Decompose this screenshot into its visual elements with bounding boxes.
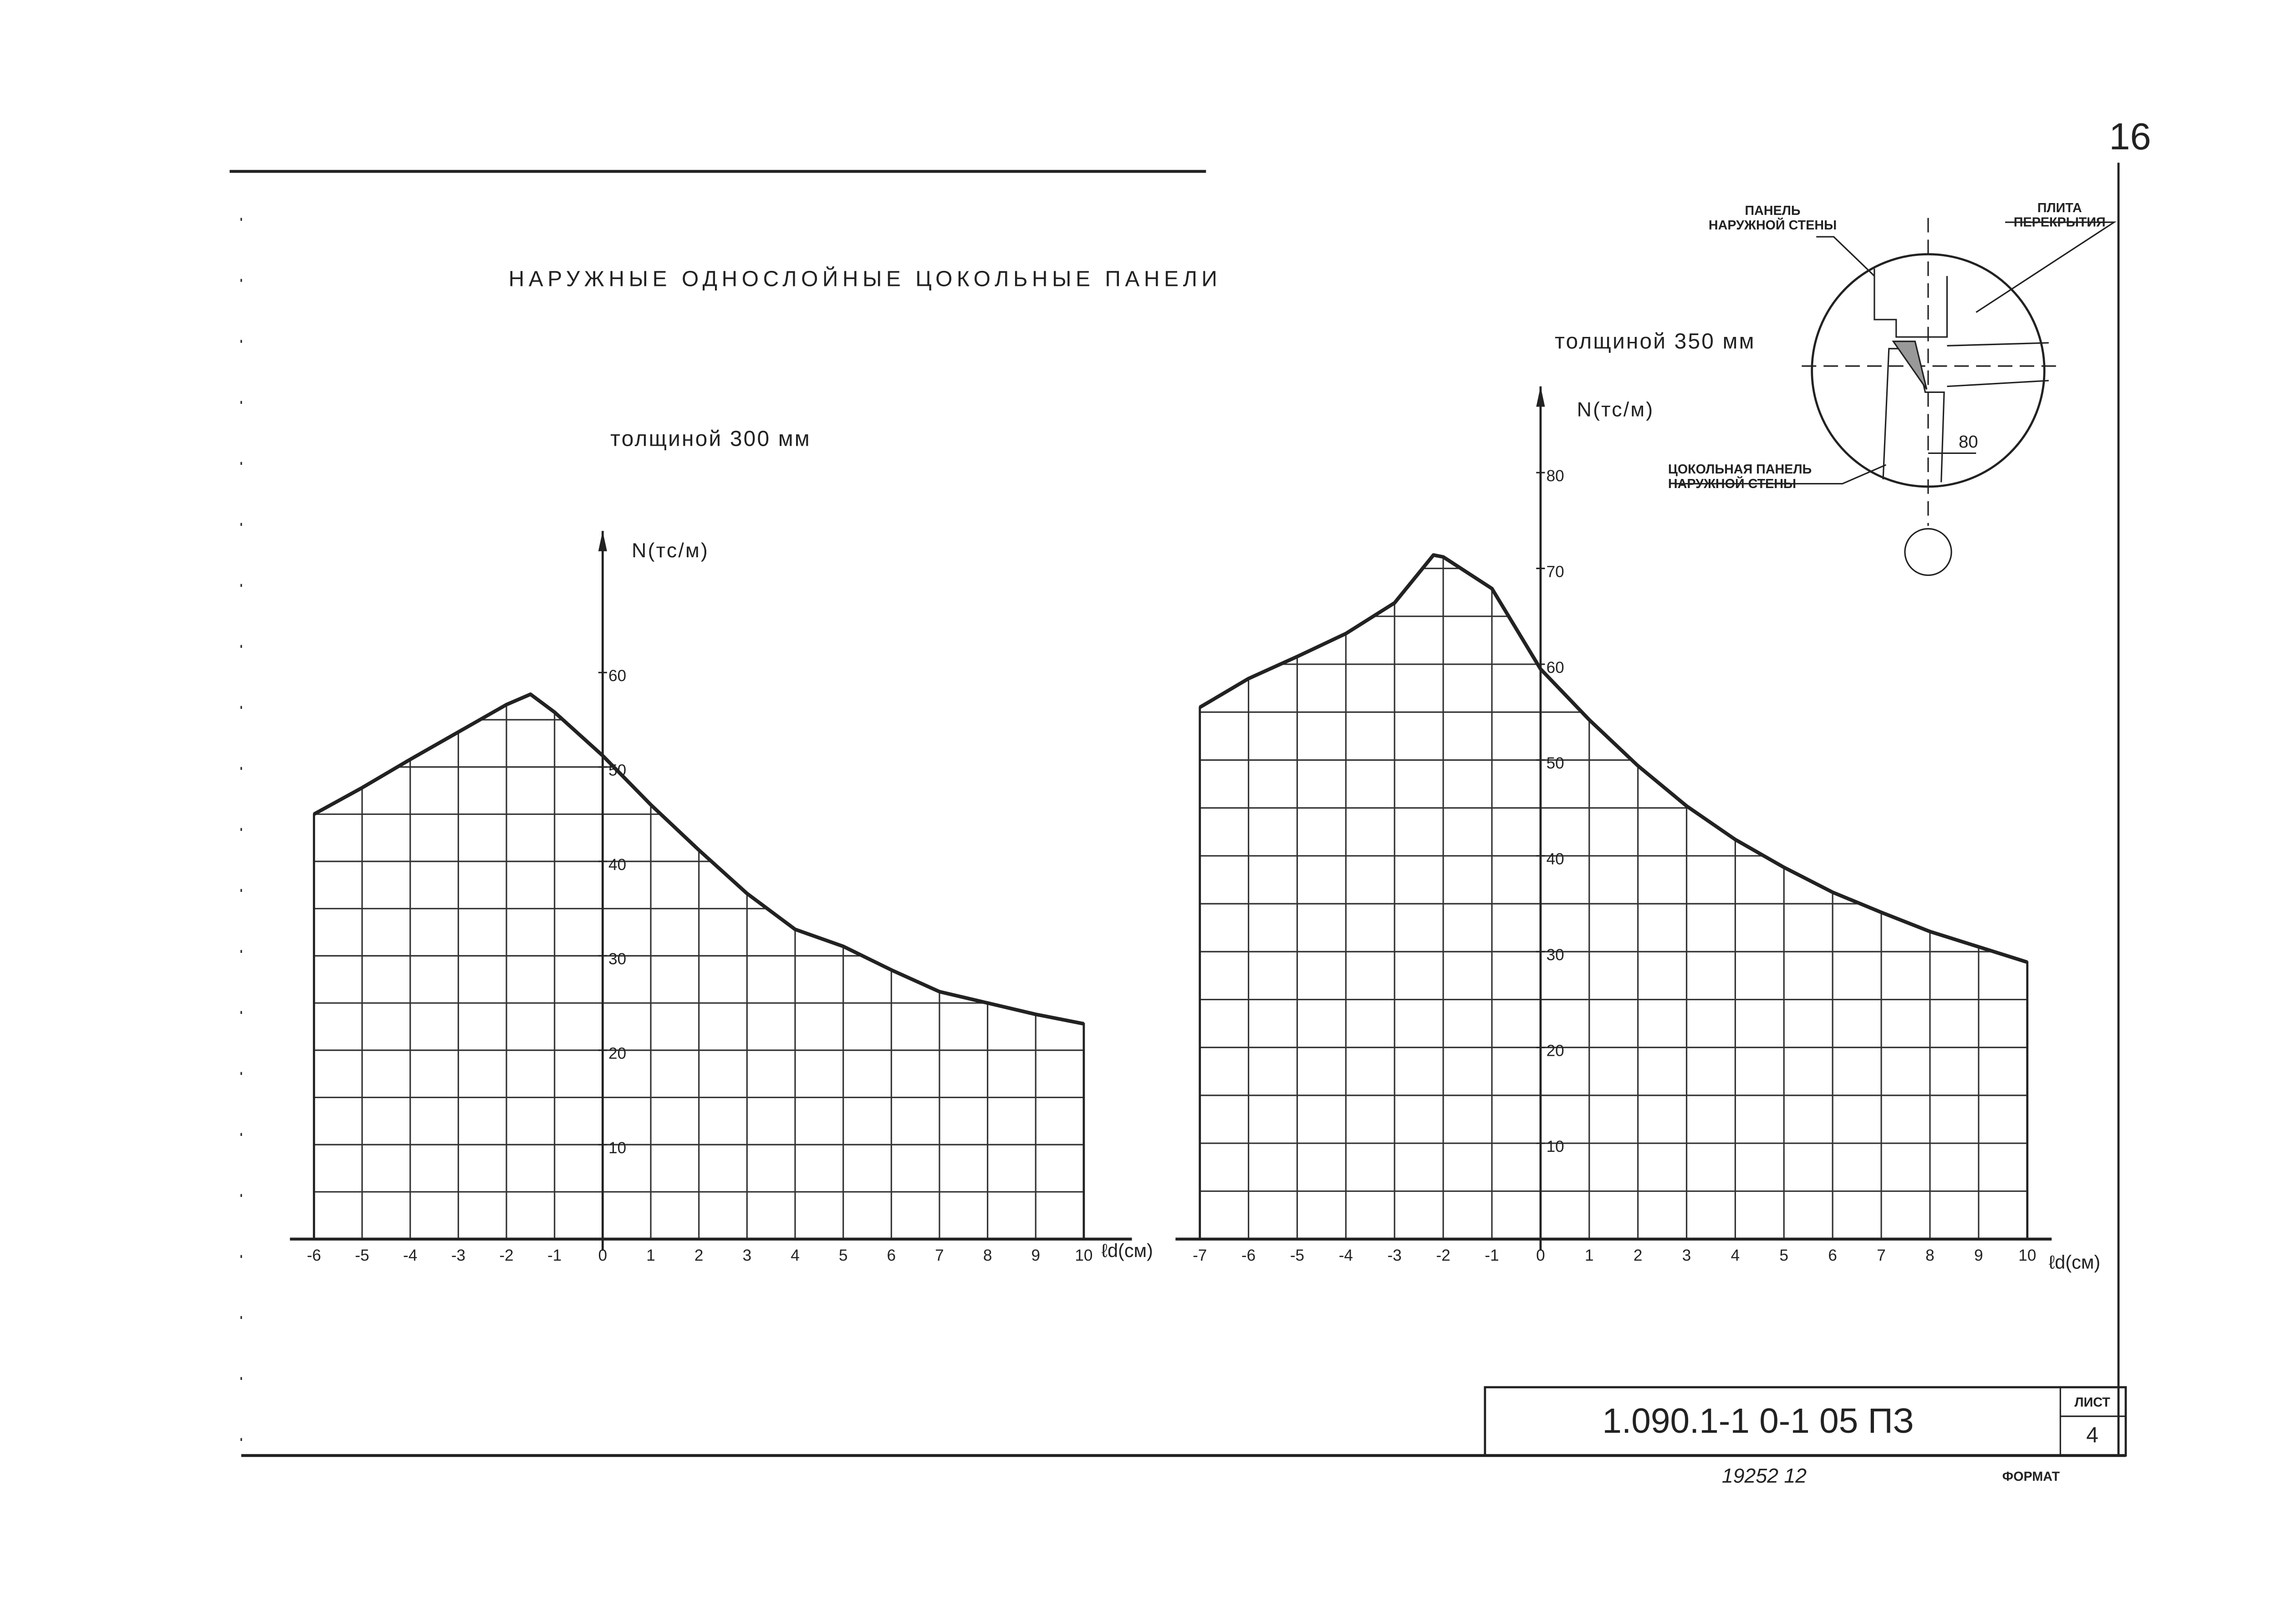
detail-label: ПЛИТА ПЕРЕКРЫТИЯ [2013, 200, 2106, 230]
detail-label: ПАНЕЛЬ НАРУЖНОЙ СТЕНЫ [1708, 203, 1837, 233]
x-tick-label: 6 [1828, 1247, 1837, 1264]
wall-panel-shape [1874, 269, 1948, 338]
y-tick-label: 50 [1547, 754, 1564, 772]
x-tick-label: -5 [355, 1247, 369, 1264]
x-tick-label: -5 [1290, 1247, 1304, 1264]
leaders [1675, 221, 2117, 485]
x-axis-label: ℓd(см) [1102, 1240, 1153, 1261]
y-axis-label: N(тс/м) [1577, 399, 1654, 421]
x-tick-label: 8 [983, 1247, 992, 1264]
x-tick-label: 7 [1877, 1247, 1886, 1264]
y-tick-label: 40 [1547, 850, 1564, 868]
x-tick-label: 4 [791, 1247, 800, 1264]
grid [314, 694, 1084, 1239]
x-tick-label: -4 [403, 1247, 417, 1264]
x-axis-label: ℓd(см) [2049, 1252, 2100, 1273]
stamp-sheet: 4 [2086, 1423, 2098, 1447]
label-box: ПЛИТА ПЕРЕКРЫТИЯ [2013, 200, 2106, 230]
y-axis-arrow [598, 531, 607, 551]
x-tick-label: 1 [646, 1247, 655, 1264]
x-tick-label: 4 [1731, 1247, 1740, 1264]
x-tick-label: 10 [1075, 1247, 1093, 1264]
chart-subtitle: толщиной 300 мм [610, 427, 811, 451]
x-tick-label: 5 [839, 1247, 848, 1264]
x-tick-label: 1 [1585, 1247, 1594, 1264]
y-tick-label: 10 [608, 1139, 626, 1157]
x-tick-label: 0 [598, 1247, 608, 1264]
stamp-sheet-label: ЛИСТ [2074, 1395, 2110, 1410]
x-tick-label: -1 [547, 1247, 562, 1264]
grid [1200, 555, 2027, 1239]
curve [313, 692, 1084, 1026]
y-tick-label: 10 [1547, 1138, 1564, 1156]
x-tick-label: 9 [1031, 1247, 1040, 1264]
x-tick-label: -6 [307, 1247, 321, 1264]
x-tick-label: 6 [887, 1247, 896, 1264]
stamp-code: 1.090.1-1 0-1 05 ПЗ [1602, 1402, 1914, 1441]
detail-label: ЦОКОЛЬНАЯ ПАНЕЛЬ НАРУЖНОЙ СТЕНЫ [1668, 462, 1812, 491]
x-tick-label: 3 [743, 1247, 752, 1264]
x-tick-label: 9 [1974, 1247, 1983, 1264]
area-outline [1199, 554, 2029, 1240]
x-tick-label: 10 [2018, 1247, 2036, 1264]
page-title: НАРУЖНЫЕ ОДНОСЛОЙНЫЕ ЦОКОЛЬНЫЕ ПАНЕЛИ [509, 266, 1222, 291]
x-tick-label: -6 [1241, 1247, 1256, 1264]
x-tick-label: 3 [1682, 1247, 1691, 1264]
y-axis-arrow [1536, 386, 1545, 407]
label-box: ПАНЕЛЬ НАРУЖНОЙ СТЕНЫ [1708, 203, 1837, 233]
y-tick-label: 40 [608, 856, 626, 874]
y-tick-label: 80 [1547, 467, 1564, 485]
x-tick-label: 5 [1780, 1247, 1789, 1264]
inventory: 19252 12 [1722, 1465, 1807, 1487]
y-tick-label: 30 [608, 950, 626, 968]
x-tick-label: 7 [935, 1247, 944, 1264]
x-tick-label: -4 [1339, 1247, 1353, 1264]
x-tick-label: 2 [694, 1247, 704, 1264]
stamp-box [1484, 1386, 2127, 1457]
y-tick-label: 60 [1547, 659, 1564, 677]
dimension: 80 [1959, 432, 1978, 452]
x-tick-label: -2 [1436, 1247, 1450, 1264]
label-box: ЦОКОЛЬНАЯ ПАНЕЛЬ НАРУЖНОЙ СТЕНЫ [1668, 462, 1812, 491]
frame [230, 163, 2127, 1457]
y-tick-label: 60 [608, 667, 626, 685]
format: ФОРМАТ [2002, 1469, 2060, 1484]
chart-subtitle: толщиной 350 мм [1555, 330, 1756, 354]
y-tick-label: 70 [1547, 563, 1564, 580]
x-tick-label: 2 [1634, 1247, 1643, 1264]
y-tick-label: 20 [608, 1045, 626, 1063]
x-tick-label: 8 [1925, 1247, 1935, 1264]
curve [1199, 553, 2028, 964]
x-tick-label: 0 [1536, 1247, 1545, 1264]
x-tick-label: -1 [1485, 1247, 1499, 1264]
y-axis-label: N(тс/м) [632, 540, 709, 562]
x-tick-label: -2 [499, 1247, 513, 1264]
slab-shape [1947, 342, 2049, 387]
y-tick-label: 20 [1547, 1042, 1564, 1059]
page-number: 16 [2109, 115, 2151, 158]
x-tick-label: -3 [1388, 1247, 1402, 1264]
detail-marker [1904, 528, 1952, 576]
y-tick-label: 30 [1547, 946, 1564, 964]
joint-fill [1892, 341, 1928, 390]
x-tick-label: -7 [1193, 1247, 1207, 1264]
x-tick-label: -3 [451, 1247, 465, 1264]
